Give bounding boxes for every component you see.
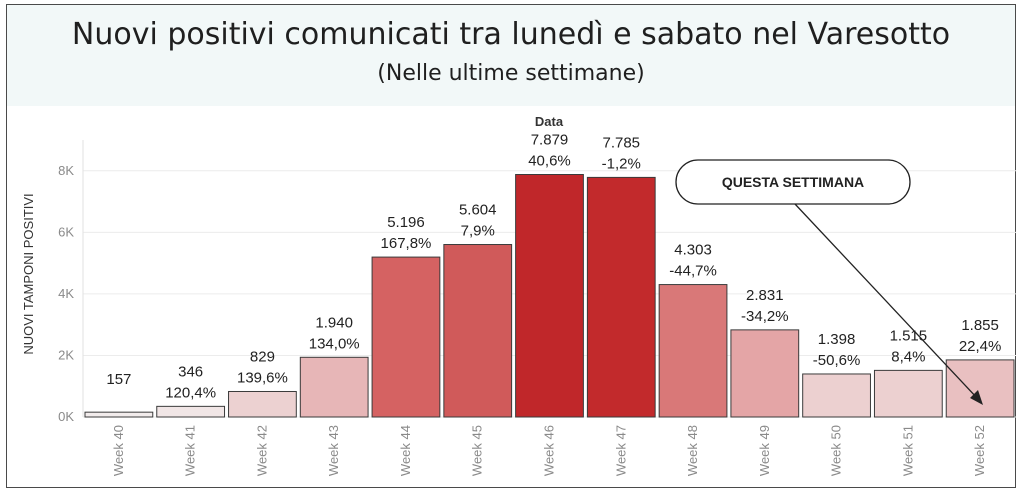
bar xyxy=(299,356,369,418)
change-label: -34,2% xyxy=(741,308,789,325)
data-labels: 157 346 120,4% 829 139,6% 1.940 134,0% 5.196 167… xyxy=(106,132,1001,402)
x-axis-categories: Week 40 Week 41 Week 42 Week 43 Week 44 Week … xyxy=(111,425,987,476)
x-category-label: Week 46 xyxy=(542,425,557,476)
bar xyxy=(371,256,441,418)
annotation-text: QUESTA SETTIMANA xyxy=(722,174,864,190)
bar xyxy=(443,244,513,418)
value-label: 157 xyxy=(106,371,131,388)
change-label: 120,4% xyxy=(165,384,216,401)
x-category-label: Week 43 xyxy=(326,425,341,476)
change-label: 167,8% xyxy=(381,235,432,252)
x-category-label: Week 51 xyxy=(900,425,915,476)
y-tick-label: 4K xyxy=(58,286,74,301)
bars xyxy=(84,174,1015,418)
bar xyxy=(658,284,728,418)
change-label: 40,6% xyxy=(528,153,571,170)
annotation-arrow-line xyxy=(794,203,979,400)
chart-subtitle: (Nelle ultime settimane) xyxy=(377,61,645,86)
bar xyxy=(156,405,226,418)
x-category-label: Week 47 xyxy=(613,425,628,476)
value-label: 7.879 xyxy=(531,132,569,149)
bar xyxy=(873,369,943,418)
x-axis-title: Data xyxy=(535,114,564,129)
bar xyxy=(586,176,656,418)
y-axis-ticks: 0K 2K 4K 6K 8K xyxy=(58,163,74,424)
value-label: 1.398 xyxy=(818,331,856,348)
x-category-label: Week 52 xyxy=(972,425,987,476)
value-label: 829 xyxy=(250,348,275,365)
change-label: -44,7% xyxy=(669,263,717,280)
value-label: 346 xyxy=(178,363,203,380)
x-category-label: Week 50 xyxy=(829,425,844,476)
x-category-label: Week 49 xyxy=(757,425,772,476)
x-category-label: Week 48 xyxy=(685,425,700,476)
change-label: 7,9% xyxy=(461,223,495,240)
value-label: 5.196 xyxy=(387,214,425,231)
value-label: 1.940 xyxy=(315,314,353,331)
change-label: 134,0% xyxy=(309,335,360,352)
chart-title: Nuovi positivi comunicati tra lunedì e s… xyxy=(71,17,951,52)
value-label: 5.604 xyxy=(459,202,497,219)
change-label: 8,4% xyxy=(891,348,925,365)
bar xyxy=(84,411,154,418)
x-category-label: Week 42 xyxy=(254,425,269,476)
x-category-label: Week 41 xyxy=(183,425,198,476)
value-label: 2.831 xyxy=(746,287,784,304)
change-label: 22,4% xyxy=(959,338,1002,355)
value-label: 1.515 xyxy=(890,327,928,344)
chart-header: Nuovi positivi comunicati tra lunedì e s… xyxy=(7,5,1015,106)
value-label: 4.303 xyxy=(674,242,712,259)
x-category-label: Week 44 xyxy=(398,425,413,476)
bar xyxy=(515,174,584,418)
change-label: 139,6% xyxy=(237,369,288,386)
bar xyxy=(228,390,297,418)
y-tick-label: 2K xyxy=(58,347,74,362)
change-label: -50,6% xyxy=(813,352,861,369)
value-label: 1.855 xyxy=(961,317,999,334)
y-tick-label: 6K xyxy=(58,224,74,239)
value-label: 7.785 xyxy=(602,134,640,151)
x-category-label: Week 40 xyxy=(111,425,126,476)
change-label: -1,2% xyxy=(602,155,641,172)
y-axis-title: NUOVI TAMPONI POSITIVI xyxy=(21,193,36,354)
annotation-arrow-head xyxy=(970,390,983,405)
bar xyxy=(802,373,871,418)
y-tick-label: 0K xyxy=(58,409,74,424)
x-category-label: Week 45 xyxy=(470,425,485,476)
annotation-bubble xyxy=(675,159,911,205)
bar xyxy=(730,329,800,418)
bar xyxy=(945,359,1015,418)
y-tick-label: 8K xyxy=(58,163,74,178)
annotation-callout: QUESTA SETTIMANA xyxy=(675,159,983,405)
